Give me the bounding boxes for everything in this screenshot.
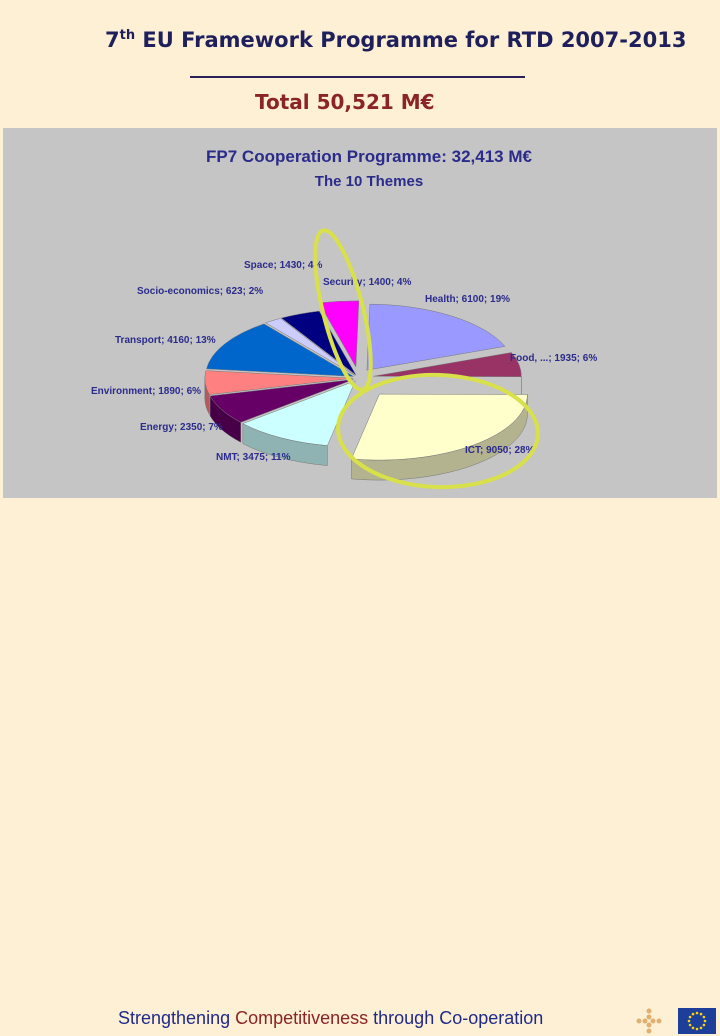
tagline-part-2: Competitiveness [235,1008,369,1028]
title-underline [190,76,525,78]
title-prefix: 7 [105,28,120,52]
footer-tagline: Strengthening Competitiveness through Co… [118,1008,543,1029]
pie-slice-transport [206,323,354,377]
slice-label: Food, ...; 1935; 6% [510,353,597,364]
slice-label: Transport; 4160; 13% [115,335,216,346]
slide-title: 7th EU Framework Programme for RTD 2007-… [105,28,720,52]
tagline-part-1: Strengthening [118,1008,236,1028]
slice-label: NMT; 3475; 11% [216,452,291,463]
slice-label: ICT; 9050; 28% [465,445,535,456]
highlight-ellipses [313,228,540,490]
pie-labels: Health; 6100; 19% Food, ...; 1935; 6% ICT;… [91,260,597,463]
tagline-part-3: through Co-operation [368,1008,544,1028]
pie-slice-ict [351,393,528,481]
slice-label: Health; 6100; 19% [425,294,510,305]
eu-flag-icon [678,1008,716,1034]
slice-label: Space; 1430; 4% [244,260,322,271]
total-budget: Total 50,521 M€ [255,90,435,114]
cross-dots-icon [636,1008,662,1034]
slice-label: Environment; 1890; 6% [91,386,201,397]
chart-panel: FP7 Cooperation Programme: 32,413 M€ The… [3,128,717,498]
highlight-ellipse [336,372,540,490]
slide-footer: Strengthening Competitiveness through Co… [0,498,720,1034]
title-rest: EU Framework Programme for RTD 2007-2013 [135,28,687,52]
pie-slice-socio-economics [265,318,356,376]
slice-label: Socio-economics; 623; 2% [137,286,263,297]
chart-subtitle: The 10 Themes [315,173,423,190]
title-superscript: th [119,28,136,43]
highlight-ellipse [313,228,373,392]
slide-header: 7th EU Framework Programme for RTD 2007-… [0,0,720,128]
pie-slice-environment [204,370,353,416]
slice-label: Security; 1400; 4% [323,277,411,288]
chart-title: FP7 Cooperation Programme: 32,413 M€ [206,147,532,166]
pie-slices [204,300,528,481]
pie-chart: FP7 Cooperation Programme: 32,413 M€ The… [91,147,597,490]
pie-slice-health [366,303,506,371]
pie-slice-energy [209,379,354,443]
pie-slice-nmt [242,380,356,466]
slice-label: Energy; 2350; 7% [140,422,223,433]
